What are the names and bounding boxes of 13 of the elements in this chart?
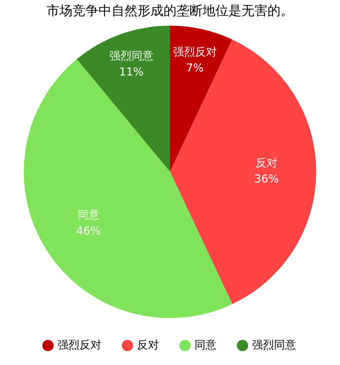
chart-title: 市场竞争中自然形成的垄断地位是无害的。: [46, 3, 294, 20]
data-label: 46%: [76, 224, 101, 238]
slice-label: 强烈同意: [109, 49, 154, 62]
legend-label: 强烈同意: [252, 338, 296, 352]
slice-label: 反对: [255, 156, 278, 170]
legend-label: 强烈反对: [58, 338, 102, 352]
legend-label: 反对: [137, 338, 159, 352]
data-label: 36%: [254, 172, 279, 186]
data-label: 7%: [186, 61, 204, 74]
slice-label: 强烈反对: [172, 45, 217, 58]
slice-label: 同意: [78, 208, 100, 222]
legend-label: 同意: [194, 338, 216, 352]
data-label: 11%: [119, 65, 144, 78]
